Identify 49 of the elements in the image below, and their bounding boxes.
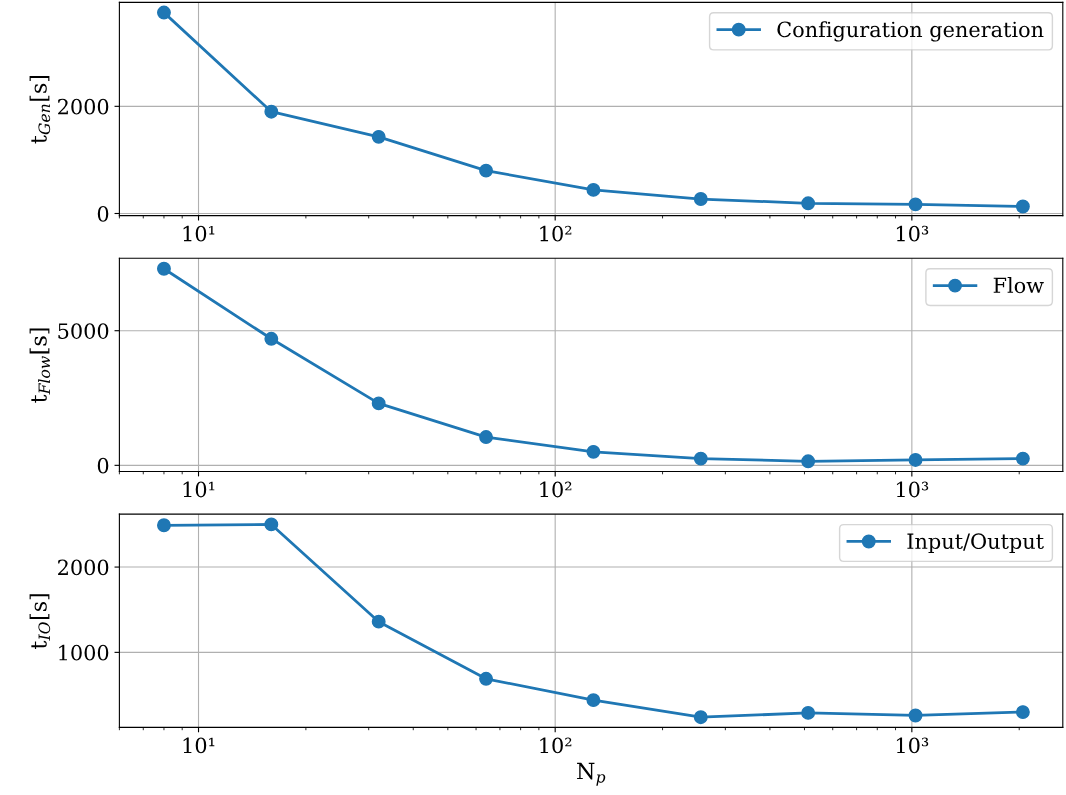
x-tick-label: 10¹ bbox=[183, 737, 215, 754]
point bbox=[801, 196, 816, 211]
point bbox=[586, 693, 601, 708]
point bbox=[264, 331, 279, 346]
x-tick-label: 10³ bbox=[896, 481, 929, 498]
point bbox=[801, 705, 816, 720]
point bbox=[586, 444, 601, 459]
legend-label: Configuration generation bbox=[777, 21, 1044, 42]
legend-label: Flow bbox=[993, 277, 1044, 294]
point bbox=[479, 430, 493, 445]
x-tick-label: 10² bbox=[540, 481, 572, 498]
legend-label: Input/Output bbox=[907, 533, 1044, 554]
point bbox=[1015, 451, 1030, 466]
point bbox=[693, 451, 708, 466]
point bbox=[693, 192, 708, 206]
x-tick-label: 10³ bbox=[896, 737, 929, 754]
point bbox=[264, 517, 279, 532]
x-tick-label: 10³ bbox=[896, 225, 929, 242]
point bbox=[157, 5, 171, 20]
x-tick-label: 10¹ bbox=[183, 481, 215, 498]
x-axis-title: N$_{p}$ bbox=[577, 762, 606, 786]
point bbox=[371, 614, 386, 629]
point bbox=[371, 396, 386, 411]
y-tick-label: 5000 bbox=[58, 323, 109, 339]
point bbox=[1015, 199, 1030, 214]
point bbox=[908, 453, 923, 467]
point bbox=[1015, 705, 1030, 720]
y-axis-title: t$_{Flow}$[s] bbox=[29, 328, 51, 403]
point bbox=[371, 129, 386, 144]
y-tick-label: 2000 bbox=[58, 559, 109, 576]
point bbox=[157, 518, 171, 533]
y-axis-title: t$_{IO}$[s] bbox=[29, 594, 51, 649]
point bbox=[693, 710, 708, 725]
point bbox=[264, 104, 279, 119]
point bbox=[908, 197, 923, 212]
point bbox=[586, 182, 601, 197]
y-axis-title: t$_{Gen}$[s] bbox=[29, 75, 51, 144]
point bbox=[479, 671, 493, 686]
y-tick-label: 1000 bbox=[59, 644, 109, 661]
y-tick-label: 0 bbox=[97, 457, 109, 474]
y-tick-label: 2000 bbox=[58, 98, 109, 115]
x-tick-label: 10² bbox=[540, 737, 572, 754]
point bbox=[801, 454, 816, 469]
y-tick-label: 0 bbox=[97, 205, 109, 222]
point bbox=[479, 163, 493, 178]
point bbox=[157, 261, 171, 276]
point bbox=[908, 708, 923, 723]
x-tick-label: 10¹ bbox=[183, 225, 215, 242]
x-tick-label: 10² bbox=[540, 225, 572, 242]
